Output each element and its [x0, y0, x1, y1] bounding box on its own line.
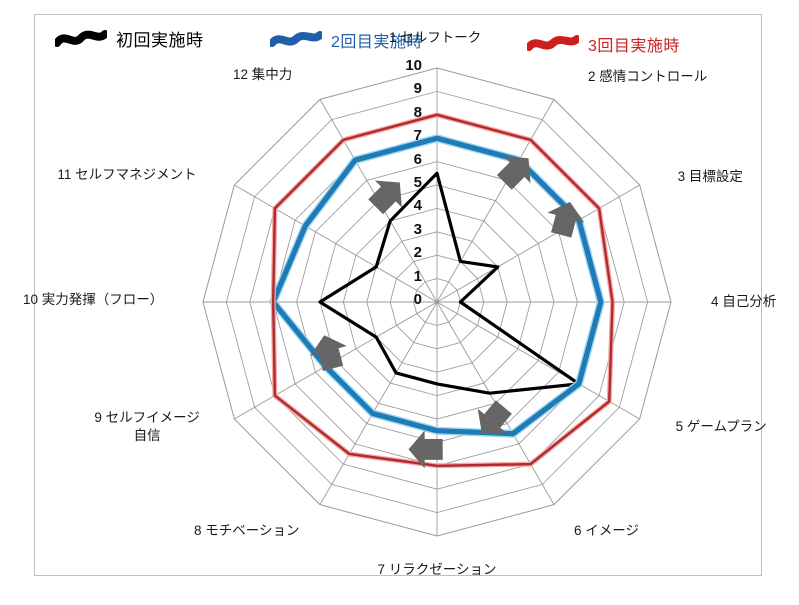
category-label-1: 1 セルフトーク [389, 29, 481, 47]
category-label-1-line-1: 1 セルフトーク [389, 30, 482, 45]
category-label-12: 12 集中力 [233, 66, 292, 84]
category-label-7-line-1: 7 リラクゼーション [377, 562, 497, 577]
improvement-arrow-axis2 [496, 156, 531, 190]
improvement-arrow-axis9 [310, 335, 347, 372]
radar-spoke-5 [436, 301, 640, 420]
category-label-8: 8 モチベーション [194, 522, 300, 540]
legend-swatch-black-icon [55, 29, 107, 49]
radar-annotation-arrows [310, 156, 585, 469]
radial-tick-4: 4 [413, 197, 422, 215]
legend-swatch-red-icon [527, 34, 579, 54]
radial-tick-0: 0 [413, 291, 422, 308]
radial-tick-6: 6 [413, 150, 422, 168]
radar-spoke-8 [319, 301, 438, 505]
radial-tick-9: 9 [413, 80, 422, 98]
category-label-6: 6 イメージ [574, 522, 639, 540]
radial-tick-10: 10 [405, 57, 422, 74]
improvement-arrow-axis12 [368, 180, 402, 215]
legend-label-1: 初回実施時 [116, 31, 204, 50]
category-label-11: 11 セルフマネジメント [57, 166, 196, 184]
radial-tick-7: 7 [413, 127, 422, 145]
radar-series-3 [272, 113, 614, 467]
improvement-arrow-axis3 [547, 201, 585, 238]
category-label-9-line-1: 9 セルフイメージ [94, 410, 200, 425]
category-label-12-line-1: 12 集中力 [233, 67, 293, 83]
category-label-4-line-1: 4 自己分析 [711, 294, 777, 309]
category-label-10-line-1: 10 実力発揮（フロー） [23, 292, 164, 307]
category-label-3: 3 目標設定 [678, 168, 743, 186]
category-label-2: 2 感情コントロール [588, 68, 707, 86]
improvement-arrow-axis6 [477, 400, 512, 434]
radial-tick-1: 1 [413, 267, 422, 285]
radar-spokes [203, 68, 671, 536]
improvement-arrow-axis7 [408, 430, 443, 469]
category-label-3-line-1: 3 目標設定 [677, 169, 743, 184]
legend-item-2: 2回目実施時 [270, 28, 423, 52]
legend-item-3: 3回目実施時 [527, 32, 680, 56]
radial-tick-3: 3 [413, 220, 422, 238]
category-label-2-line-1: 2 感情コントロール [588, 69, 708, 85]
category-label-6-line-1: 6 イメージ [574, 522, 639, 538]
legend-label-3: 3回目実施時 [588, 38, 680, 55]
category-label-11-line-1: 11 セルフマネジメント [57, 167, 197, 182]
category-label-8-line-1: 8 モチベーション [194, 522, 300, 538]
radar-spoke-11 [234, 184, 438, 303]
category-label-7: 7 リラクゼーション [378, 561, 497, 579]
radar-spoke-2 [436, 99, 555, 303]
radial-tick-8: 8 [413, 103, 422, 121]
radial-tick-5: 5 [413, 174, 422, 191]
category-label-4: 4 自己分析 [711, 293, 776, 311]
category-label-10: 10 実力発揮（フロー） [23, 291, 163, 309]
category-label-9: 9 セルフイメージ 自信 [94, 409, 200, 445]
radial-tick-2: 2 [413, 244, 422, 262]
radar-spoke-3 [436, 184, 640, 303]
legend-item-1: 初回実施時 [55, 26, 204, 51]
radar-series-1 [318, 171, 581, 395]
category-label-5-line-1: 5 ゲームプラン [675, 419, 767, 434]
category-label-5: 5 ゲームプラン [676, 418, 767, 436]
legend-swatch-blue-icon [270, 30, 322, 50]
legend-label-2: 2回目実施時 [331, 34, 423, 51]
chart-legend: 初回実施時 2回目実施時 3回目実施時 [55, 22, 745, 64]
chart-frame [34, 14, 762, 576]
category-label-9-line-2: 自信 [133, 428, 161, 444]
